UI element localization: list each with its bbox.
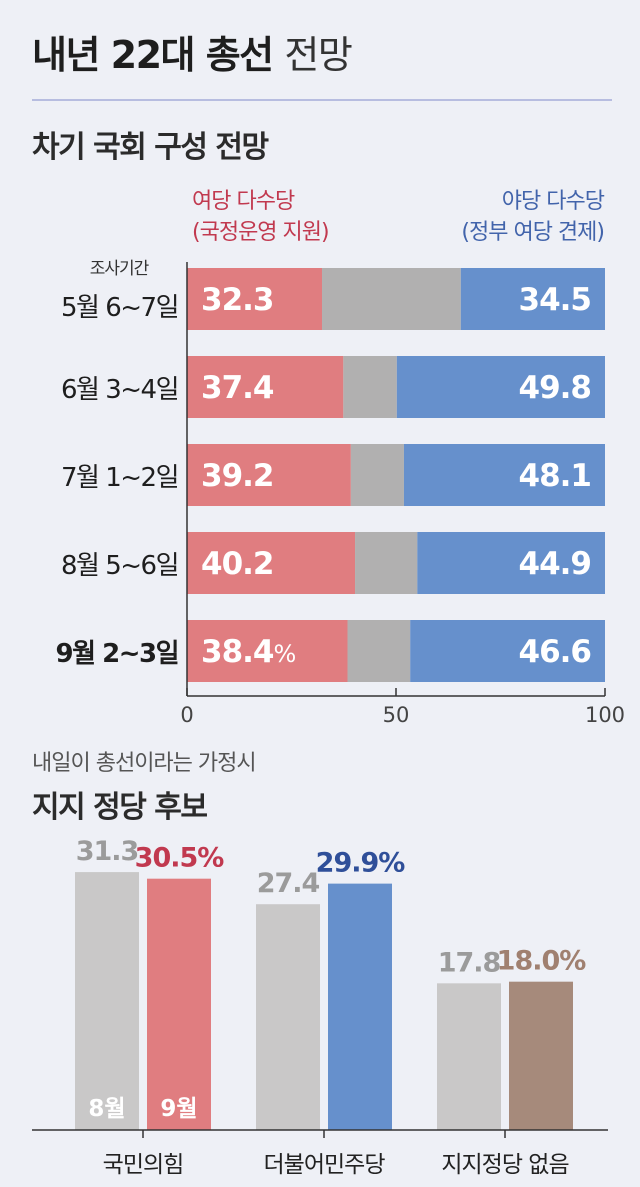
x-tick-label-0: 0	[180, 703, 193, 727]
ruling-value-label-4: 38.4%	[201, 634, 296, 670]
category-label-0: 국민의힘	[103, 1152, 184, 1178]
ruling-value-label-2: 39.2	[201, 458, 274, 494]
bar-segment-ruling-3	[187, 532, 356, 594]
series-label-aug: 8월	[88, 1096, 125, 1122]
legend-ruling-majority: 여당 다수당 (국정운영 지원)	[192, 186, 330, 248]
bar-segment-neutral-3	[355, 532, 418, 594]
x-tick-label-2: 100	[585, 703, 625, 727]
period-caption: 조사기간	[89, 259, 150, 279]
stacked-bar-chart: 32.3 34.5 37.4 49.8 39.2 48.1 40.2 44.9 38.4% 46.…	[180, 262, 625, 727]
opposition-value-label-1: 49.8	[519, 370, 592, 406]
section2-title: 지지 정당 후보	[32, 790, 208, 825]
series-label-sep: 9월	[160, 1096, 197, 1122]
bar-sep-1	[328, 883, 392, 1130]
bar-aug-1	[256, 904, 320, 1130]
opposition-value-label-2: 48.1	[519, 458, 592, 494]
bar-segment-opposition-3	[417, 532, 605, 594]
value-label-aug-1: 27.4	[257, 868, 320, 899]
bar-segment-neutral-0	[322, 268, 461, 330]
bar-sep-2	[509, 981, 573, 1130]
legend-opposition-line2: (정부 여당 견제)	[461, 220, 605, 245]
unit-percent: %	[274, 640, 296, 668]
period-label-1: 6월 3~4일	[60, 375, 180, 405]
value-label-aug-2: 17.8	[438, 947, 501, 978]
period-label-3: 8월 5~6일	[60, 551, 180, 581]
period-label-4: 9월 2~3일	[55, 639, 180, 669]
bar-aug-0	[75, 872, 139, 1130]
bar-segment-neutral-4	[347, 620, 411, 682]
legend-opposition-line1: 야당 다수당	[501, 189, 605, 214]
value-label-sep-1: 29.9%	[316, 848, 406, 879]
value-label-sep-0: 30.5%	[135, 843, 225, 874]
bar-segment-neutral-1	[343, 356, 397, 418]
bar-segment-opposition-1	[396, 356, 605, 418]
section1-title: 차기 국회 구성 전망	[32, 130, 269, 165]
opposition-value-label-3: 44.9	[519, 546, 592, 582]
title-divider	[32, 99, 612, 101]
ruling-value-label-3: 40.2	[201, 546, 274, 582]
value-label-sep-2: 18.0%	[497, 946, 587, 977]
value-label-aug-0: 31.3	[76, 836, 139, 867]
ruling-value-label-0: 32.3	[201, 282, 274, 318]
category-label-1: 더불어민주당	[264, 1152, 386, 1178]
title-bold: 내년 22대 총선	[32, 33, 274, 77]
page-title: 내년 22대 총선 전망	[32, 24, 353, 79]
legend-ruling-line1: 여당 다수당	[192, 189, 295, 214]
bar-segment-opposition-0	[460, 268, 605, 330]
bar-aug-2	[437, 983, 501, 1130]
legend-opposition-majority: 야당 다수당 (정부 여당 견제)	[461, 186, 605, 248]
bar-segment-opposition-4	[410, 620, 605, 682]
bar-segment-ruling-4	[187, 620, 348, 682]
title-light: 전망	[284, 33, 352, 77]
bar-segment-ruling-1	[187, 356, 344, 418]
bar-sep-0	[147, 878, 211, 1130]
section2-subtitle: 내일이 총선이라는 가정시	[32, 751, 257, 776]
bar-segment-neutral-2	[350, 444, 404, 506]
bar-segment-opposition-2	[403, 444, 605, 506]
period-label-2: 7월 1~2일	[60, 463, 180, 493]
bar-segment-ruling-0	[187, 268, 323, 330]
category-label-2: 지지정당 없음	[441, 1152, 568, 1178]
bar-segment-ruling-2	[187, 444, 351, 506]
ruling-value-label-1: 37.4	[201, 370, 274, 406]
legend-ruling-line2: (국정운영 지원)	[192, 220, 330, 245]
x-tick-label-1: 50	[383, 703, 410, 727]
opposition-value-label-0: 34.5	[519, 282, 592, 318]
opposition-value-label-4: 46.6	[519, 634, 592, 670]
period-label-0: 5월 6~7일	[60, 293, 180, 323]
